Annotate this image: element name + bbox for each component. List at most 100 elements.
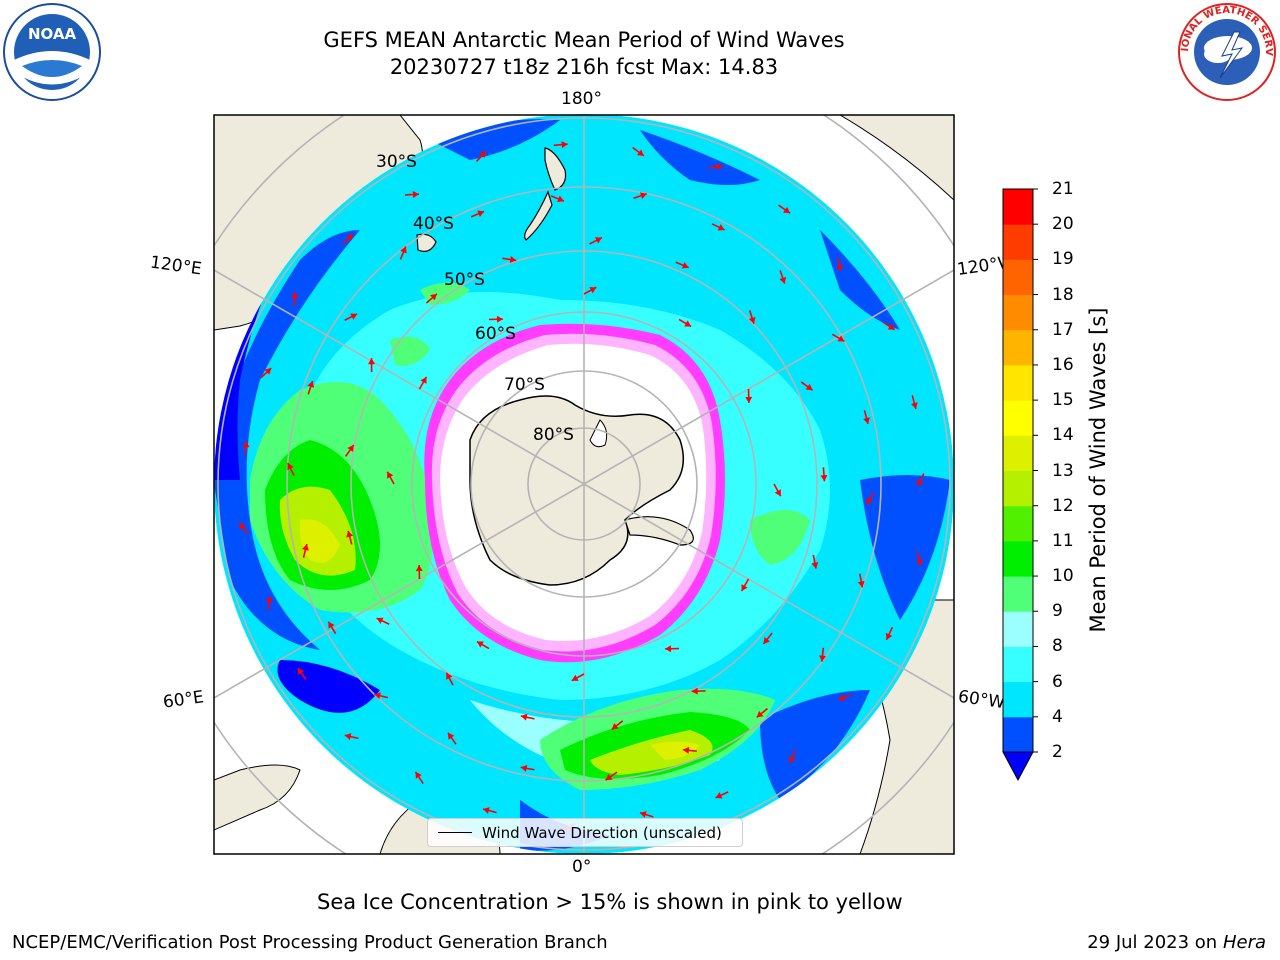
footer-date: 29 Jul 2023 on Hera [1087,932,1266,953]
wind-arrow-head [307,381,315,388]
legend-label: Wind Wave Direction (unscaled) [482,823,722,842]
colorbar-tick-label: 16 [1052,354,1074,375]
figure-title: GEFS MEAN Antarctic Mean Period of Wind … [323,28,845,52]
wind-arrow-head [887,323,895,330]
wind-arrow-head [605,773,613,781]
colorbar-tick-label: 20 [1052,214,1074,235]
wind-arrow-head [639,192,647,199]
wind-arrow-head [477,210,485,217]
wind-arrow-head [745,396,753,403]
wind-direction-arrows [238,141,925,831]
colorbar-tick-label: 19 [1052,249,1074,270]
wind-arrow-head [346,234,354,241]
colorbar-segment [1003,576,1033,612]
colorbar-tick-label: 9 [1052,601,1063,622]
madagascar-land [214,764,301,831]
new-zealand-south [524,190,553,241]
wind-arrow-head [387,471,394,479]
colorbar-segment [1003,611,1033,647]
nws-logo: NATIONAL WEATHER SERVICE [1172,0,1278,106]
figure-subtitle: 20230727 t18z 216h fcst Max: 14.83 [389,55,779,79]
lat-label-30s: 30°S [376,152,417,172]
wind-arrow-head [885,632,893,640]
wind-arrow-head [717,224,725,231]
wind-arrow-head [684,320,692,327]
wind-arrow-head [594,237,602,244]
wind-arrow-head [838,694,846,701]
wind-arrow-head [557,195,564,203]
wind-arrow-head [835,264,843,272]
sea-ice-note: Sea Ice Concentration > 15% is shown in … [317,890,903,914]
wind-arrow-head [239,522,246,530]
wind-arrow-head [741,584,748,592]
wind-arrow-head [857,580,865,588]
colorbar-tick-label: 10 [1052,566,1074,587]
wind-arrow-head [264,368,272,375]
wind-arrow-head [763,637,770,644]
colorbar-tick-label: 12 [1052,495,1074,516]
wind-arrow-head [863,417,870,424]
wind-arrow-head [789,756,796,764]
wind-arrow-head [561,141,568,149]
wind-arrow-head [715,792,723,799]
colorbar-segment [1003,681,1033,718]
colorbar-tick-label: 13 [1052,460,1074,481]
graticule [214,115,954,854]
wind-arrow-head [242,441,250,448]
wind-arrow-head [483,807,490,814]
colorbar-segment [1003,294,1033,331]
colorbar-segment [1003,716,1033,753]
colorbar-tick-label: 2 [1052,742,1063,762]
wind-arrow-head [636,149,644,156]
colorbar-tick-label: 14 [1052,425,1074,446]
wind-arrow-head [376,617,384,624]
tasmania [416,233,437,252]
wind-arrow-head [716,163,723,171]
colorbar-tick-label: 11 [1052,530,1074,551]
wind-arrow-head [420,376,427,384]
wind-arrow-head [400,246,407,254]
noaa-logo: NOAA [2,2,102,106]
wind-arrow-head [479,151,487,158]
wind-arrow-head [820,475,828,482]
wind-arrow-head [265,596,273,603]
lon-label-0: 0° [572,857,592,877]
colorbar-segment [1003,224,1033,260]
lat-label-80s: 80°S [533,425,574,445]
colorbar-segment [1003,400,1033,436]
wind-arrow-head [819,655,827,662]
colorbar-segment [1003,470,1033,507]
colorbar-segment [1003,505,1033,542]
lat-label-60s: 60°S [475,324,516,344]
legend-line-icon [438,832,472,833]
wind-arrow-head [328,621,335,629]
svg-text:NOAA: NOAA [28,25,77,43]
map-legend: Wind Wave Direction (unscaled) [427,818,743,847]
colorbar-segment [1003,189,1033,225]
wind-arrow-head [691,687,698,695]
wind-arrow-head [917,479,924,487]
wind-arrow-head [344,733,352,741]
wind-arrow-head [346,530,354,538]
wind-arrow-head [496,315,503,323]
wind-arrow-head [415,565,423,572]
wind-arrow-head [297,668,305,675]
wind-arrow-head [302,544,309,551]
wind-arrow-head [837,335,845,342]
lat-label-70s: 70°S [504,375,545,395]
wind-arrow-head [910,402,918,409]
wind-arrow-head [571,674,579,681]
wind-arrow-head [509,256,517,263]
wind-arrow-head [589,287,597,294]
lat-label-40s: 40°S [413,214,454,234]
wind-arrow-head [368,358,376,365]
colorbar-tick-label: 21 [1052,179,1074,199]
footer-branch: NCEP/EMC/Verification Post Processing Pr… [12,932,608,953]
colorbar-segment [1003,540,1033,577]
wind-arrow-head [681,262,689,269]
wind-arrow-head [412,191,419,198]
wind-arrow-head [774,489,781,497]
colorbar-segment [1003,259,1033,296]
